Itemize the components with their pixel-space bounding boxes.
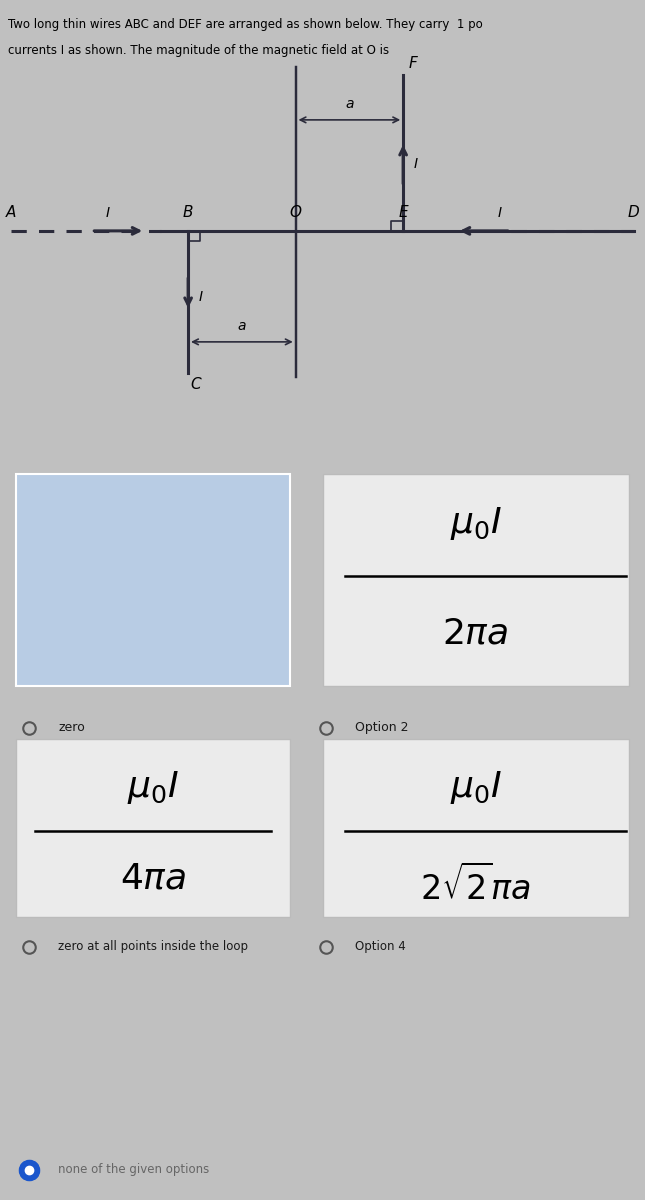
Text: a: a (237, 319, 246, 332)
Text: B: B (183, 205, 194, 220)
Text: zero at all points inside the loop: zero at all points inside the loop (58, 941, 248, 953)
Text: Two long thin wires ABC and DEF are arranged as shown below. They carry  1 po: Two long thin wires ABC and DEF are arra… (8, 18, 483, 31)
FancyBboxPatch shape (16, 474, 290, 686)
Text: zero: zero (58, 721, 84, 734)
FancyBboxPatch shape (322, 739, 629, 917)
Text: a: a (345, 97, 353, 110)
Text: F: F (408, 56, 417, 71)
Text: $2\sqrt{2}\pi a$: $2\sqrt{2}\pi a$ (420, 865, 531, 907)
Text: Option 4: Option 4 (355, 941, 406, 953)
FancyBboxPatch shape (322, 474, 629, 686)
Text: I: I (105, 205, 110, 220)
Text: currents I as shown. The magnitude of the magnetic field at O is: currents I as shown. The magnitude of th… (8, 44, 389, 58)
Text: D: D (628, 205, 640, 220)
Text: $\mu_0 I$: $\mu_0 I$ (450, 505, 502, 542)
Text: $2\pi a$: $2\pi a$ (442, 616, 509, 650)
Text: A: A (5, 205, 15, 220)
Text: $\mu_0 I$: $\mu_0 I$ (450, 769, 502, 806)
Text: Option 2: Option 2 (355, 721, 408, 734)
Text: I: I (199, 290, 203, 305)
Text: C: C (191, 377, 201, 392)
Text: I: I (498, 205, 502, 220)
Text: none of the given options: none of the given options (58, 1163, 209, 1176)
FancyBboxPatch shape (16, 739, 290, 917)
Text: E: E (399, 205, 408, 220)
Text: $4\pi a$: $4\pi a$ (120, 862, 186, 895)
Text: $\mu_0 I$: $\mu_0 I$ (127, 769, 179, 806)
Text: O: O (290, 205, 302, 220)
Text: I: I (414, 157, 418, 172)
